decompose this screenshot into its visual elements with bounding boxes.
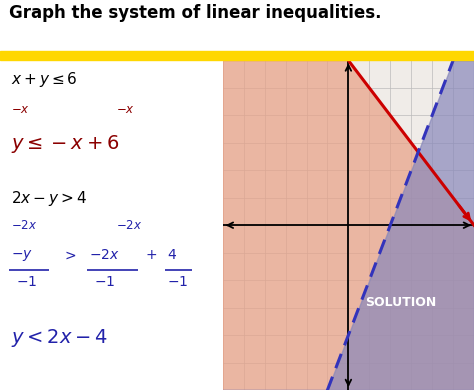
Text: $x + y \leq 6$: $x + y \leq 6$: [11, 70, 78, 89]
Text: $-2x$: $-2x$: [89, 248, 120, 262]
Text: $-2x$: $-2x$: [11, 219, 37, 232]
Text: $-1$: $-1$: [93, 275, 115, 289]
Text: $-1$: $-1$: [167, 275, 188, 289]
Text: SOLUTION: SOLUTION: [365, 296, 437, 308]
Text: $y < 2x - 4$: $y < 2x - 4$: [11, 327, 108, 349]
Text: $y \leq -x + 6$: $y \leq -x + 6$: [11, 133, 119, 155]
Text: $-x$: $-x$: [116, 103, 135, 116]
Text: $-y$: $-y$: [11, 248, 33, 263]
Text: $2x - y > 4$: $2x - y > 4$: [11, 189, 87, 208]
Text: $4$: $4$: [167, 248, 177, 262]
Text: $-x$: $-x$: [11, 103, 30, 116]
Text: $>$: $>$: [63, 248, 77, 262]
Text: Graph the system of linear inequalities.: Graph the system of linear inequalities.: [9, 4, 382, 22]
Text: $+$: $+$: [145, 248, 157, 262]
Text: $-2x$: $-2x$: [116, 219, 142, 232]
Text: $-1$: $-1$: [16, 275, 37, 289]
